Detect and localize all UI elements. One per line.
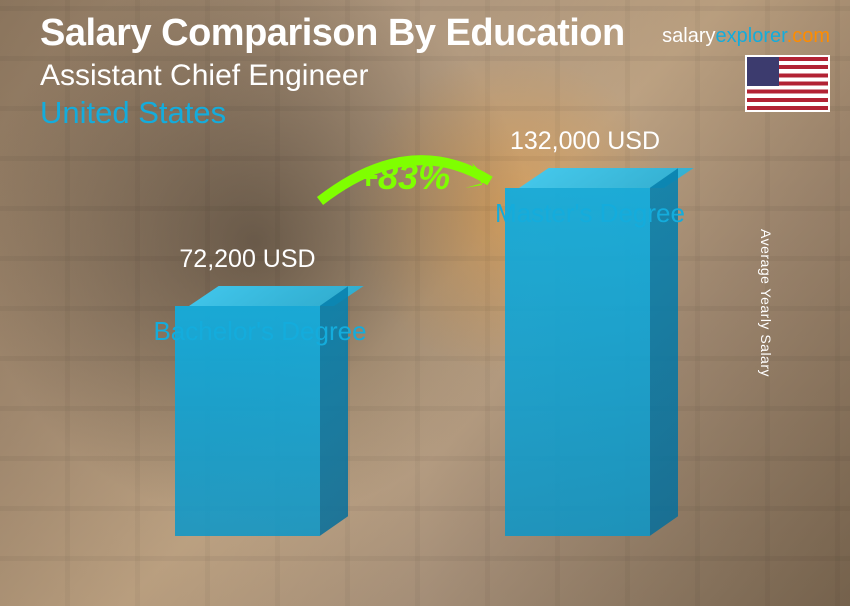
y-axis-label: Average Yearly Salary (758, 229, 774, 377)
header-block: Salary Comparison By Education Assistant… (40, 12, 830, 131)
bar-masters: 132,000 USD Master's Degree (505, 188, 680, 536)
increase-percentage: +83% (357, 156, 450, 198)
bar-value-label: 132,000 USD (500, 127, 670, 156)
bar-front-face (505, 188, 650, 536)
chart-country: United States (40, 95, 830, 131)
chart-subtitle: Assistant Chief Engineer (40, 59, 830, 93)
chart-title: Salary Comparison By Education (40, 12, 830, 55)
bar-bachelors: 72,200 USD Bachelor's Degree (175, 306, 350, 536)
bar-value-label: 72,200 USD (170, 245, 325, 274)
bar-category-label: Master's Degree (480, 198, 700, 229)
bar-chart: +83% 72,200 USD Bachelor's Degree 132,00… (125, 156, 740, 586)
bar-category-label: Bachelor's Degree (140, 316, 380, 347)
